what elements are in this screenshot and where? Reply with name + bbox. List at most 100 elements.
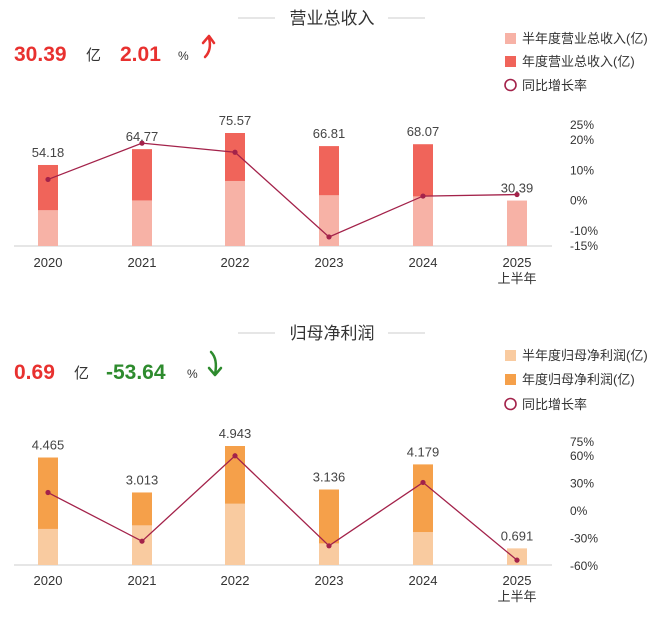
legend-swatch-revenue-yoy (504, 78, 517, 92)
revenue-yoy-point-2024 (420, 193, 426, 199)
net-profit-y2-tick-4: -30% (570, 531, 598, 545)
net-profit-x-tick-2022: 2022 (221, 573, 250, 588)
net-profit-half-year-bar-2024 (413, 532, 433, 565)
revenue-half-year-bar-2025 (507, 200, 527, 246)
net-profit-headline-value: 0.69 (14, 361, 55, 384)
revenue-legend: 半年度营业总收入(亿) 年度营业总收入(亿) 同比增长率 (504, 31, 648, 93)
net-profit-chart-title: 归母净利润 (290, 324, 375, 343)
net-profit-half-year-bar-2020 (38, 528, 58, 565)
revenue-x-tick-2021: 2021 (128, 255, 157, 270)
revenue-y2-tick-3: 0% (570, 194, 588, 208)
revenue-yoy-point-2023 (326, 234, 332, 240)
revenue-bar-label-2025: 30.39 (501, 181, 534, 196)
revenue-headline-value: 30.39 (14, 43, 67, 66)
net-profit-half-year-bar-2023 (319, 543, 339, 565)
revenue-y2-tick-0: 25% (570, 118, 594, 132)
net-profit-bar-label-2022: 4.943 (219, 426, 252, 441)
net-profit-yoy-polyline (47, 454, 518, 561)
revenue-section: 营业总收入 30.39 亿 2.01 % 半年度营业总收入(亿) 年度营业总收入… (14, 9, 648, 286)
revenue-half-year-bar-2022 (225, 180, 245, 246)
revenue-yoy-point-2020 (45, 176, 51, 183)
net-profit-yoy-point-2021 (139, 538, 145, 544)
net-profit-y2-ticks: 75%60% 30% 0% -30% -60% (570, 435, 598, 573)
revenue-headline-growth-unit: % (178, 49, 189, 63)
revenue-y2-ticks: 25%20% 10% 0% -10%-15% (570, 118, 598, 253)
net-profit-bar-label-2021: 3.013 (126, 472, 159, 487)
revenue-bar-label-2021: 64.77 (126, 129, 159, 144)
revenue-headline-growth: 2.01 (120, 43, 161, 66)
net-profit-bar-labels: 4.465 3.013 4.943 3.136 4.179 0.691 (32, 426, 534, 543)
net-profit-y2-tick-3: 0% (570, 504, 588, 518)
net-profit-yoy-point-2024 (420, 479, 426, 486)
legend-swatch-half-year-revenue (505, 33, 516, 44)
net-profit-y2-tick-2: 30% (570, 476, 594, 490)
revenue-x-tick-sub-2025: 上半年 (497, 271, 536, 286)
net-profit-y2-tick-1: 60% (570, 449, 594, 463)
net-profit-x-tick-sub-2025: 上半年 (497, 589, 536, 604)
net-profit-headline-unit: 亿 (74, 365, 89, 382)
net-profit-bar-label-2024: 4.179 (407, 444, 440, 459)
revenue-yoy-point-2025 (514, 191, 520, 198)
revenue-yoy-point-2021 (139, 140, 145, 146)
revenue-bar-labels: 54.18 64.77 75.57 66.81 68.07 30.39 (32, 113, 534, 196)
net-profit-headline-growth-unit: % (187, 367, 198, 381)
net-profit-x-tick-2021: 2021 (128, 573, 157, 588)
net-profit-half-year-bar-2022 (225, 503, 245, 565)
legend-swatch-profit-yoy (504, 397, 517, 411)
revenue-bar-label-2020: 54.18 (32, 145, 65, 160)
revenue-y2-tick-2: 10% (570, 163, 594, 177)
revenue-yoy-polyline (47, 142, 518, 238)
revenue-half-year-bar-2020 (38, 210, 58, 246)
revenue-headline-unit: 亿 (86, 47, 101, 64)
legend-label-profit-yoy: 同比增长率 (522, 397, 587, 412)
revenue-bars (38, 133, 527, 246)
revenue-x-tick-2020: 2020 (34, 255, 63, 270)
revenue-yoy-point-2022 (232, 149, 238, 155)
net-profit-yoy-point-2025 (514, 557, 520, 563)
revenue-x-tick-2023: 2023 (315, 255, 344, 270)
net-profit-section: 归母净利润 0.69 亿 -53.64 % 半年度归母净利润(亿) 年度归母净利… (14, 324, 648, 604)
legend-label-half-year-revenue: 半年度营业总收入(亿) (522, 31, 648, 46)
net-profit-yoy-line (45, 453, 520, 563)
net-profit-bars (38, 446, 527, 565)
revenue-x-tick-2022: 2022 (221, 255, 250, 270)
net-profit-half-year-bar-2025 (507, 548, 527, 565)
revenue-y2-tick-1: 20% (570, 133, 594, 147)
revenue-y2-tick-4: -10% (570, 224, 598, 238)
legend-swatch-annual-profit (505, 374, 516, 385)
legend-swatch-half-year-profit (505, 350, 516, 361)
net-profit-x-tick-2023: 2023 (315, 573, 344, 588)
net-profit-yoy-point-2020 (45, 489, 51, 496)
net-profit-yoy-point-2022 (232, 453, 238, 459)
net-profit-x-tick-2024: 2024 (409, 573, 438, 588)
arrow-up-icon (201, 34, 216, 59)
legend-label-annual-profit: 年度归母净利润(亿) (522, 372, 635, 387)
revenue-x-tick-2025: 2025 (503, 255, 532, 270)
net-profit-bar-label-2020: 4.465 (32, 438, 65, 453)
net-profit-y2-tick-0: 75% (570, 435, 594, 449)
legend-label-revenue-yoy: 同比增长率 (522, 78, 587, 93)
net-profit-legend: 半年度归母净利润(亿) 年度归母净利润(亿) 同比增长率 (504, 348, 648, 412)
revenue-yoy-line (45, 140, 520, 240)
net-profit-half-year-bar-2021 (132, 525, 152, 565)
revenue-x-tick-2024: 2024 (409, 255, 438, 270)
net-profit-bar-label-2025: 0.691 (501, 528, 534, 543)
net-profit-y2-tick-5: -60% (570, 559, 598, 573)
legend-label-annual-revenue: 年度营业总收入(亿) (522, 54, 635, 69)
net-profit-x-tick-2020: 2020 (34, 573, 63, 588)
net-profit-yoy-point-2023 (326, 543, 332, 549)
revenue-y2-tick-5: -15% (570, 239, 598, 253)
revenue-bar-label-2024: 68.07 (407, 124, 440, 139)
net-profit-bar-label-2023: 3.136 (313, 470, 346, 485)
revenue-half-year-bar-2021 (132, 200, 152, 246)
legend-swatch-annual-revenue (505, 56, 516, 67)
revenue-bar-label-2023: 66.81 (313, 126, 346, 141)
revenue-bar-label-2022: 75.57 (219, 113, 252, 128)
revenue-chart-title: 营业总收入 (290, 9, 375, 28)
legend-label-half-year-profit: 半年度归母净利润(亿) (522, 348, 648, 363)
net-profit-x-tick-2025: 2025 (503, 573, 532, 588)
revenue-half-year-bar-2024 (413, 196, 433, 246)
